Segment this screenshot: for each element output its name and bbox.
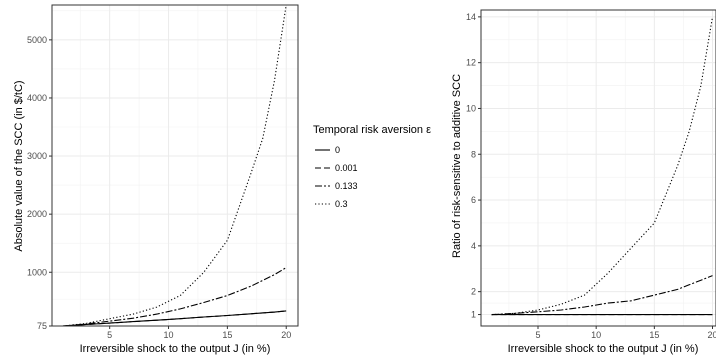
left-y-tick-label: 75 xyxy=(37,321,47,331)
left-plot-area xyxy=(52,5,298,326)
left-y-tick-label: 2000 xyxy=(27,209,47,219)
right-plot-area xyxy=(481,10,716,326)
right-y-tick-label: 8 xyxy=(471,149,476,159)
right-y-tick-label: 14 xyxy=(466,12,476,22)
legend-label-0.3: 0.3 xyxy=(335,199,348,209)
left-y-tick-label: 3000 xyxy=(27,151,47,161)
right-x-tick-label: 5 xyxy=(535,330,540,340)
left-series-line-0.001 xyxy=(62,310,287,326)
right-y-tick-label: 10 xyxy=(466,103,476,113)
legend: Temporal risk aversion ε 0 0.001 0.133 0.3 xyxy=(313,124,431,209)
right-x-tick-label: 15 xyxy=(649,330,659,340)
legend-title: Temporal risk aversion ε xyxy=(313,124,431,136)
left-series-line-0.133 xyxy=(62,267,287,326)
right-x-tick-label: 20 xyxy=(708,330,716,340)
right-y-tick-label: 12 xyxy=(466,58,476,68)
left-panel: 5 10 15 20 75 1000 2000 3000 4000 5000 xyxy=(27,4,299,340)
left-panel-border xyxy=(51,4,299,327)
right-y-axis-label: Ratio of risk-sensitive to additive SCC xyxy=(451,74,463,258)
legend-label-0: 0 xyxy=(335,145,340,155)
left-y-axis-label: Absolute value of the SCC (in $/tC) xyxy=(13,80,25,251)
left-x-tick-label: 5 xyxy=(107,330,112,340)
left-y-tick-label: 1000 xyxy=(27,267,47,277)
left-x-axis-label: Irreversible shock to the output J (in %… xyxy=(80,343,271,355)
left-x-tick-label: 15 xyxy=(222,330,232,340)
right-y-tick-label: 4 xyxy=(471,241,476,251)
right-x-axis-label: Irreversible shock to the output J (in %… xyxy=(508,343,699,355)
right-panel-border xyxy=(480,9,716,327)
left-x-tick-label: 20 xyxy=(281,330,291,340)
right-y-tick-label: 1 xyxy=(471,310,476,320)
right-series-line-0.133 xyxy=(491,275,713,316)
legend-label-0.001: 0.001 xyxy=(335,163,358,173)
left-y-tick-label: 5000 xyxy=(27,35,47,45)
right-y-tick-label: 2 xyxy=(471,287,476,297)
right-x-tick-label: 10 xyxy=(591,330,601,340)
right-y-tick-label: 6 xyxy=(471,195,476,205)
left-y-tick-label: 4000 xyxy=(27,93,47,103)
legend-label-0.133: 0.133 xyxy=(335,181,358,191)
left-x-tick-label: 10 xyxy=(164,330,174,340)
